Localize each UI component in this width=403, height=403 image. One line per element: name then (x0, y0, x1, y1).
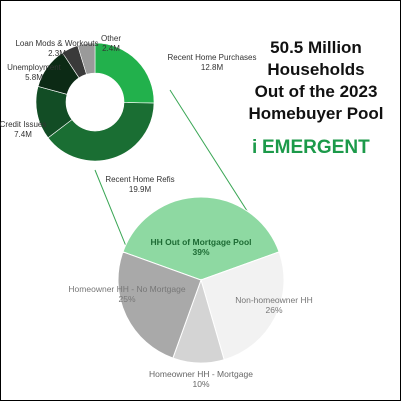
title-line-4: Homebuyer Pool (248, 104, 383, 123)
donut-label-other: Other (101, 34, 121, 43)
donut-value-recent-home-purchases: 12.8M (201, 63, 224, 72)
title-line-1: 50.5 Million (270, 38, 362, 57)
pie-slice-homeowner-hh-no-mortgage (117, 251, 202, 359)
pie-slice-non-homeowner-hh (200, 251, 285, 361)
donut-value-other: 2.4M (102, 44, 120, 53)
donut-value-loan-mods-workouts: 2.3M (48, 49, 66, 58)
donut-value-recent-home-refis: 19.9M (129, 185, 152, 194)
donut-slice-recent-home-refis (47, 102, 155, 162)
pie-label-homeowner-hh-mortgage: Homeowner HH - Mortgage (149, 369, 253, 379)
donut-label-loan-mods-workouts: Loan Mods & Workouts (15, 39, 98, 48)
pie-label-hh-out-of-mortgage-pool: HH Out of Mortgage Pool (150, 237, 251, 247)
pie-chart (117, 196, 285, 364)
pie-value-homeowner-hh-mortgage: 10% (192, 379, 209, 389)
pie-value-hh-out-of-mortgage-pool: 39% (192, 247, 209, 257)
donut-slice-other (77, 42, 96, 75)
donut-value-unemployment: 5.8M (25, 73, 43, 82)
donut-label-unemployment: Unemployment (7, 63, 62, 72)
emergent-logo: i EMERGENT (252, 137, 370, 158)
logo-prefix: i (252, 137, 257, 158)
pie-value-homeowner-hh-no-mortgage: 25% (118, 294, 135, 304)
pie-label-homeowner-hh-no-mortgage: Homeowner HH - No Mortgage (68, 284, 185, 294)
logo-text: EMERGENT (262, 137, 370, 158)
title-line-3: Out of the 2023 (255, 82, 378, 101)
title-line-2: Households (267, 60, 364, 79)
connector-line-left (94, 169, 131, 257)
donut-value-credit-issues: 7.4M (14, 130, 32, 139)
pie-label-non-homeowner-hh: Non-homeowner HH (235, 295, 312, 305)
donut-label-recent-home-purchases: Recent Home Purchases (168, 53, 257, 62)
donut-label-credit-issues: Credit Issues (0, 120, 46, 129)
donut-chart (35, 42, 155, 162)
pie-slice-hh-out-of-mortgage-pool (122, 196, 280, 281)
donut-label-recent-home-refis: Recent Home Refis (105, 175, 174, 184)
pie-value-non-homeowner-hh: 26% (265, 305, 282, 315)
